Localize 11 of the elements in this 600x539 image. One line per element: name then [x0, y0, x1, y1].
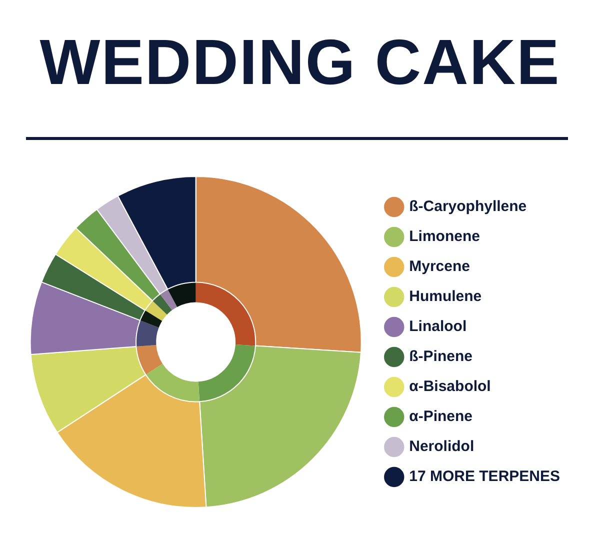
legend-label: Limonene [409, 228, 480, 246]
legend-label: α-Pinene [409, 408, 473, 426]
legend-label: Linalool [409, 318, 467, 336]
legend-label: ß-Pinene [409, 348, 472, 366]
legend-label: α-Bisabolol [409, 378, 491, 396]
legend-label: Myrcene [409, 258, 470, 276]
legend-label: Nerolidol [409, 438, 474, 456]
legend-label: ß-Caryophyllene [409, 198, 527, 216]
legend-label: Humulene [409, 288, 482, 306]
chart-title: WEDDING CAKE [38, 25, 562, 100]
legend-label: 17 MORE TERPENES [409, 468, 560, 486]
